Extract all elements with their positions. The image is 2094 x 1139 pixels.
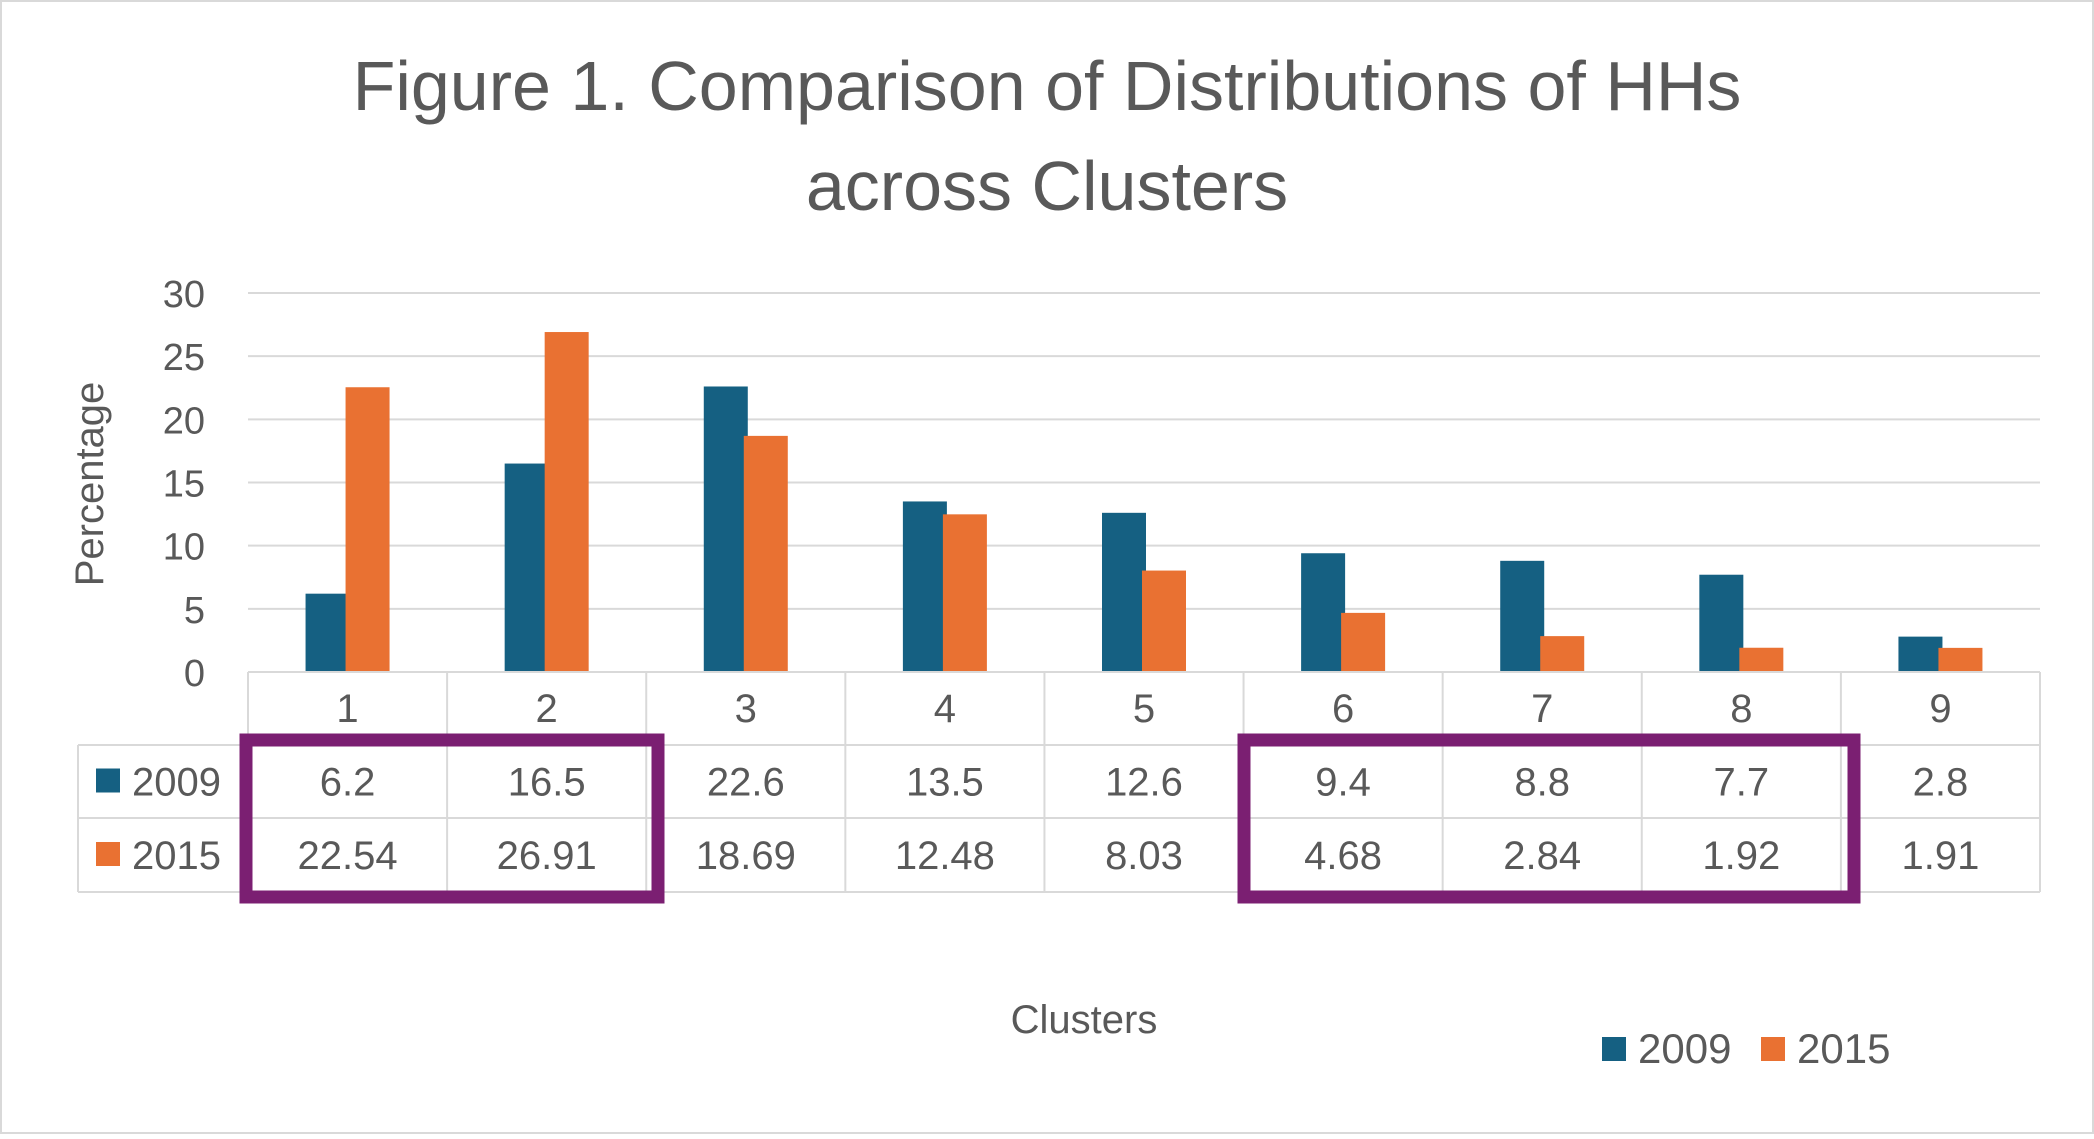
category-label: 7 [1531, 687, 1553, 731]
table-value-2015: 12.48 [895, 834, 995, 878]
x-axis-label: Clusters [1011, 998, 1158, 1042]
chart-title-line-2: across Clusters [806, 147, 1288, 225]
category-label: 1 [336, 687, 358, 731]
data-table: 1 2 3 4 5 6 7 8 9 2009 6.2 16.5 22.6 13.5 12.6 9.4 8.8 7.… [77, 671, 2041, 893]
bar-2015-cluster-3 [743, 435, 788, 672]
table-value-2009: 22.6 [707, 761, 785, 805]
legend-swatch-2009 [1602, 1037, 1626, 1061]
highlight-box [239, 733, 665, 904]
category-label: 3 [735, 687, 757, 731]
table-value-2015: 2.84 [1503, 834, 1581, 878]
bar-2015-cluster-5 [1142, 570, 1186, 672]
table-value-2015: 18.69 [696, 834, 796, 878]
table-value-2015: 22.54 [298, 834, 398, 878]
y-tick-label: 25 [163, 337, 205, 379]
bar-2009-cluster-9 [1898, 636, 1943, 672]
table-value-2009: 13.5 [906, 761, 984, 805]
table-value-2009: 2.8 [1913, 761, 1969, 805]
highlight-boxes [239, 733, 1861, 904]
legend-label-2009: 2009 [1638, 1025, 1731, 1072]
table-value-2009: 7.7 [1714, 761, 1770, 805]
y-tick-label: 30 [163, 274, 205, 316]
y-tick-label: 5 [184, 590, 205, 632]
bar-2009-cluster-3 [703, 386, 748, 672]
legend-label-2015: 2015 [1797, 1025, 1890, 1072]
y-axis-label: Percentage [68, 382, 112, 587]
y-tick-label: 20 [163, 400, 205, 442]
table-value-2009: 8.8 [1514, 761, 1570, 805]
table-value-2015: 26.91 [497, 834, 597, 878]
table-series-label-2009: 2009 [132, 761, 221, 805]
bar-2015-cluster-9 [1938, 647, 1983, 672]
category-label: 9 [1929, 687, 1951, 731]
highlight-box [1237, 733, 1861, 904]
table-value-2009: 9.4 [1315, 761, 1371, 805]
table-value-2015: 1.92 [1702, 834, 1780, 878]
category-label: 4 [934, 687, 956, 731]
chart-title-line-1: Figure 1. Comparison of Distributions of… [353, 47, 1742, 125]
bar-2009-cluster-2 [504, 463, 549, 672]
category-label: 5 [1133, 687, 1155, 731]
y-tick-label: 10 [163, 527, 205, 569]
bar-2015-cluster-1 [345, 387, 390, 672]
bar-2015-cluster-6 [1341, 612, 1386, 672]
y-axis-ticks: 0 5 10 15 20 25 30 [163, 274, 205, 695]
table-legend-swatch-2015 [96, 842, 120, 866]
bar-2009-cluster-6 [1301, 553, 1346, 672]
bar-2009-cluster-4 [902, 501, 947, 672]
table-series-label-2015: 2015 [132, 834, 221, 878]
bar-2015-cluster-7 [1540, 636, 1585, 672]
bar-2009-cluster-5 [1102, 512, 1146, 672]
bar-2015-cluster-4 [942, 514, 987, 672]
bar-2015-cluster-8 [1739, 647, 1784, 672]
category-label: 8 [1730, 687, 1752, 731]
category-label: 2 [536, 687, 558, 731]
bar-2009-cluster-7 [1500, 560, 1545, 672]
table-value-2015: 1.91 [1902, 834, 1980, 878]
bar-2009-cluster-1 [305, 593, 350, 672]
table-value-2015: 8.03 [1105, 834, 1183, 878]
legend-swatch-2015 [1761, 1037, 1785, 1061]
y-tick-label: 15 [163, 464, 205, 506]
category-label: 6 [1332, 687, 1354, 731]
table-value-2015: 4.68 [1304, 834, 1382, 878]
table-value-2009: 6.2 [320, 761, 376, 805]
bars [305, 332, 1983, 672]
y-tick-label: 0 [184, 653, 205, 695]
bar-2015-cluster-2 [544, 332, 589, 672]
legend: 2009 2015 [1602, 1025, 1890, 1072]
bar-2009-cluster-8 [1699, 574, 1744, 672]
table-value-2009: 16.5 [508, 761, 586, 805]
table-legend-swatch-2009 [96, 768, 120, 793]
table-value-2009: 12.6 [1105, 761, 1183, 805]
